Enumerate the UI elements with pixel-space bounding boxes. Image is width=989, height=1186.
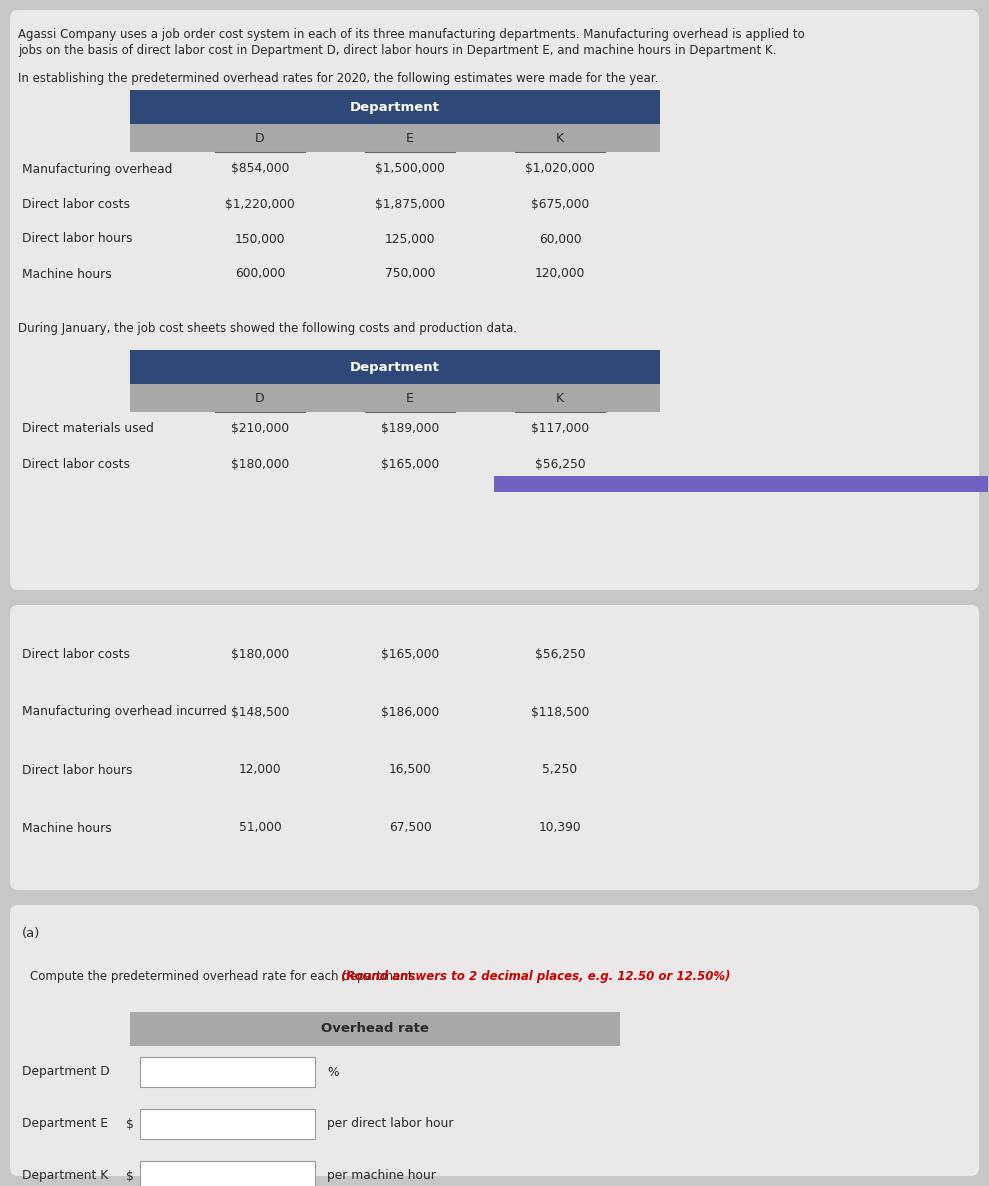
Text: 60,000: 60,000 [539, 232, 582, 246]
Text: Direct labor costs: Direct labor costs [22, 648, 130, 661]
Text: 12,000: 12,000 [238, 764, 281, 777]
FancyBboxPatch shape [10, 905, 979, 1177]
Text: Department E: Department E [22, 1117, 108, 1130]
Text: $1,020,000: $1,020,000 [525, 162, 594, 176]
Text: $: $ [127, 1117, 134, 1130]
Bar [140, 1109, 315, 1139]
Bar [10, 152, 979, 187]
Text: K: K [556, 132, 564, 145]
Text: Direct labor hours: Direct labor hours [22, 764, 133, 777]
Bar [10, 222, 979, 257]
Text: $1,220,000: $1,220,000 [225, 198, 295, 210]
Text: $210,000: $210,000 [231, 422, 289, 435]
Bar [10, 412, 979, 447]
Text: $118,500: $118,500 [531, 706, 589, 719]
Bar [140, 1057, 315, 1088]
Text: 125,000: 125,000 [385, 232, 435, 246]
Bar [10, 257, 979, 292]
Text: Compute the predetermined overhead rate for each department.: Compute the predetermined overhead rate … [30, 970, 420, 983]
Text: (Round answers to 2 decimal places, e.g. 12.50 or 12.50%): (Round answers to 2 decimal places, e.g.… [341, 970, 731, 983]
Text: $165,000: $165,000 [381, 648, 439, 661]
Text: Department: Department [350, 101, 440, 114]
Text: $180,000: $180,000 [230, 458, 289, 471]
Text: $117,000: $117,000 [531, 422, 589, 435]
Text: $180,000: $180,000 [230, 648, 289, 661]
Text: Overhead rate: Overhead rate [321, 1022, 429, 1035]
Bar [130, 125, 660, 152]
Text: 67,500: 67,500 [389, 822, 431, 835]
Text: In establishing the predetermined overhead rates for 2020, the following estimat: In establishing the predetermined overhe… [18, 72, 659, 85]
Text: per direct labor hour: per direct labor hour [327, 1117, 454, 1130]
Text: Department D: Department D [22, 1065, 110, 1078]
Text: (a): (a) [22, 926, 41, 939]
Text: $56,250: $56,250 [535, 648, 585, 661]
Text: During January, the job cost sheets showed the following costs and production da: During January, the job cost sheets show… [18, 323, 517, 334]
Text: Agassi Company uses a job order cost system in each of its three manufacturing d: Agassi Company uses a job order cost sys… [18, 28, 805, 42]
Text: $56,250: $56,250 [535, 458, 585, 471]
Text: $186,000: $186,000 [381, 706, 439, 719]
Text: Direct labor hours: Direct labor hours [22, 232, 133, 246]
Bar [130, 384, 660, 412]
Text: Direct materials used: Direct materials used [22, 422, 154, 435]
Text: $148,500: $148,500 [230, 706, 289, 719]
Text: $675,000: $675,000 [531, 198, 589, 210]
Text: 600,000: 600,000 [234, 268, 285, 281]
Text: $1,875,000: $1,875,000 [375, 198, 445, 210]
Text: D: D [255, 132, 265, 145]
Text: D: D [255, 391, 265, 404]
Text: 150,000: 150,000 [234, 232, 285, 246]
Text: $165,000: $165,000 [381, 458, 439, 471]
Text: 16,500: 16,500 [389, 764, 431, 777]
Text: jobs on the basis of direct labor cost in Department D, direct labor hours in De: jobs on the basis of direct labor cost i… [18, 44, 776, 57]
Text: K: K [556, 391, 564, 404]
Text: Direct labor costs: Direct labor costs [22, 458, 130, 471]
Text: 750,000: 750,000 [385, 268, 435, 281]
Text: 5,250: 5,250 [542, 764, 578, 777]
Text: E: E [406, 391, 414, 404]
Text: 10,390: 10,390 [539, 822, 582, 835]
Bar [10, 187, 979, 222]
Text: 120,000: 120,000 [535, 268, 585, 281]
Text: Manufacturing overhead incurred: Manufacturing overhead incurred [22, 706, 226, 719]
Text: $: $ [127, 1169, 134, 1182]
Text: Manufacturing overhead: Manufacturing overhead [22, 162, 172, 176]
Text: %: % [327, 1065, 338, 1078]
Text: E: E [406, 132, 414, 145]
Bar [130, 350, 660, 384]
Bar [494, 476, 988, 492]
Text: Department: Department [350, 361, 440, 374]
Bar [10, 447, 979, 482]
Bar [130, 90, 660, 125]
Text: $189,000: $189,000 [381, 422, 439, 435]
FancyBboxPatch shape [10, 9, 979, 589]
Bar [140, 1161, 315, 1186]
Text: $1,500,000: $1,500,000 [375, 162, 445, 176]
Text: 51,000: 51,000 [238, 822, 282, 835]
FancyBboxPatch shape [10, 605, 979, 890]
Text: Machine hours: Machine hours [22, 822, 112, 835]
Bar [130, 1012, 620, 1046]
Text: Direct labor costs: Direct labor costs [22, 198, 130, 210]
Text: $854,000: $854,000 [230, 162, 289, 176]
Text: Machine hours: Machine hours [22, 268, 112, 281]
Text: Department K: Department K [22, 1169, 108, 1182]
Text: per machine hour: per machine hour [327, 1169, 436, 1182]
